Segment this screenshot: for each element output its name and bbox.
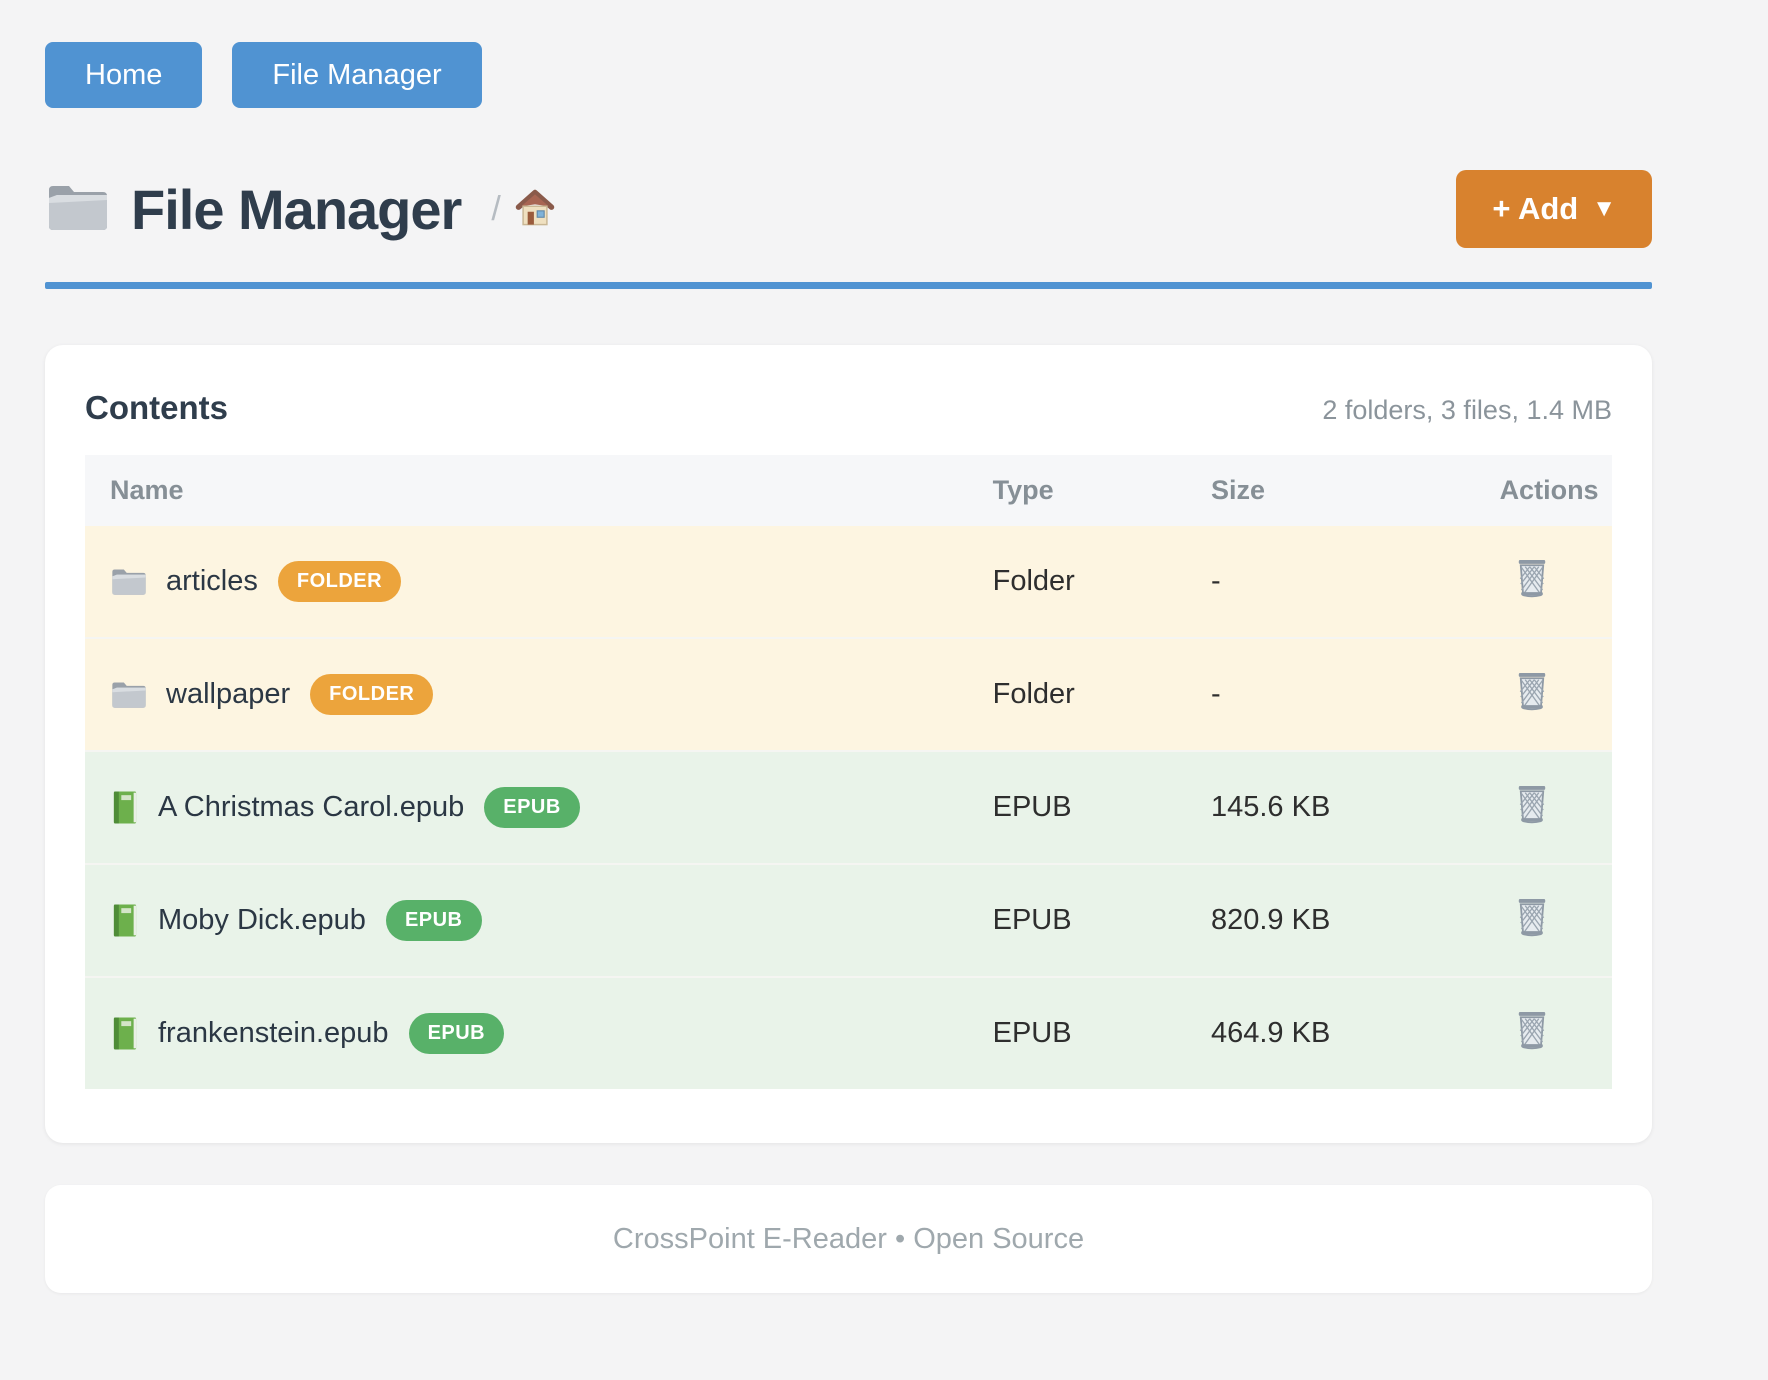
file-type: EPUB [967,864,1186,978]
contents-card: Contents 2 folders, 3 files, 1.4 MB Name… [45,345,1652,1143]
file-name[interactable]: Moby Dick.epub [158,904,366,936]
file-size: 820.9 KB [1185,864,1475,978]
contents-summary: 2 folders, 3 files, 1.4 MB [1322,395,1612,425]
column-header-name: Name [85,455,968,526]
title-group: File Manager / [45,177,557,242]
file-type-badge: EPUB [408,1013,505,1054]
table-row: wallpaper FOLDER Folder - [85,638,1612,752]
folder-icon [110,566,148,597]
file-type-badge: FOLDER [277,561,402,602]
table-row: A Christmas Carol.epub EPUB EPUB 145.6 K… [85,751,1612,865]
file-type-badge: EPUB [385,900,482,941]
page-header: File Manager / + Add ▼ [45,170,1652,248]
table-row: Moby Dick.epub EPUB EPUB 820.9 KB [85,864,1612,978]
delete-button[interactable] [1514,783,1550,825]
book-icon [110,902,140,939]
column-header-type: Type [967,455,1186,526]
file-table: Name Type Size Actions [85,455,1612,1089]
file-type: EPUB [967,751,1186,865]
file-manager-button[interactable]: File Manager [232,42,482,108]
footer-text: CrossPoint E-Reader • Open Source [612,1222,1085,1255]
table-row: frankenstein.epub EPUB EPUB 464.9 KB [85,977,1612,1089]
column-header-size: Size [1185,455,1475,526]
file-name[interactable]: articles [166,565,258,597]
contents-title: Contents [85,389,228,426]
book-icon [110,1015,140,1052]
footer: CrossPoint E-Reader • Open Source [45,1185,1652,1293]
delete-button[interactable] [1514,670,1550,712]
file-size: - [1185,526,1475,639]
table-header-row: Name Type Size Actions [85,455,1612,526]
header-divider [45,282,1652,289]
add-button[interactable]: + Add ▼ [1456,170,1652,248]
chevron-down-icon: ▼ [1592,195,1616,222]
file-name[interactable]: frankenstein.epub [158,1017,389,1049]
file-size: - [1185,638,1475,752]
breadcrumb-separator: / [491,189,501,228]
file-size: 145.6 KB [1185,751,1475,865]
file-type-badge: EPUB [484,787,580,828]
folder-icon [110,679,148,710]
file-type: EPUB [967,977,1186,1089]
book-icon [110,789,140,826]
file-type: Folder [967,638,1186,752]
top-nav: Home File Manager [45,0,1652,108]
file-type-badge: FOLDER [310,674,434,715]
page: Home File Manager File Manager / [45,0,1652,1293]
file-size: 464.9 KB [1185,977,1475,1089]
add-button-label: + Add [1492,191,1579,226]
delete-button[interactable] [1514,896,1550,938]
home-breadcrumb-icon[interactable] [513,187,557,231]
page-title: File Manager [131,177,462,241]
file-name[interactable]: A Christmas Carol.epub [158,791,465,823]
file-type: Folder [967,526,1186,639]
column-header-actions: Actions [1474,455,1612,526]
delete-button[interactable] [1514,1009,1550,1051]
home-button[interactable]: Home [45,42,203,108]
file-table-body: articles FOLDER Folder - [85,526,1612,1089]
delete-button[interactable] [1514,557,1550,599]
file-name[interactable]: wallpaper [166,678,291,710]
folder-icon [45,180,111,239]
contents-card-header: Contents 2 folders, 3 files, 1.4 MB [85,389,1612,427]
table-row: articles FOLDER Folder - [85,526,1612,639]
